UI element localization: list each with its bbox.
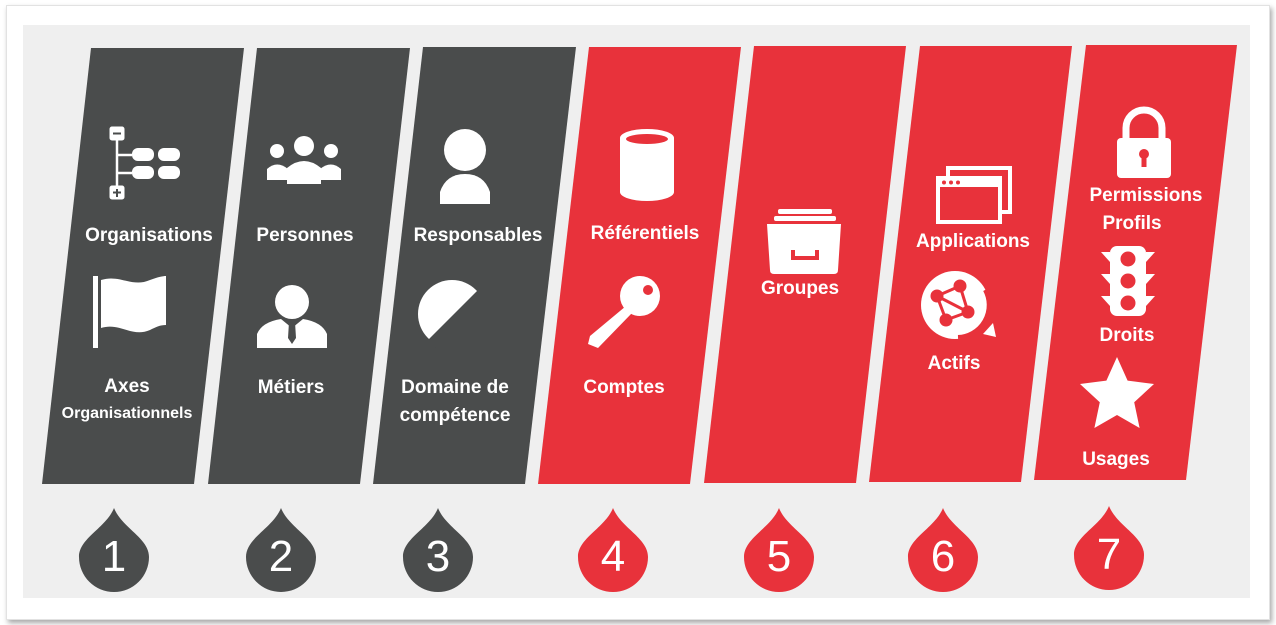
column-7-label-3: Droits <box>1100 325 1155 346</box>
hierarchy-tree-icon <box>109 126 180 200</box>
application-windows-icon <box>936 166 1012 224</box>
step-marker-3: 3 <box>403 508 473 592</box>
key-icon <box>588 276 660 348</box>
database-cylinder-icon <box>620 129 674 201</box>
step-marker-5: 5 <box>744 508 814 592</box>
column-1-label-2: Axes <box>104 376 149 397</box>
column-3-label-3: compétence <box>400 405 511 426</box>
people-group-icon <box>267 136 341 184</box>
column-5-label-1: Groupes <box>761 278 839 299</box>
domain-circle-icon <box>418 280 489 352</box>
step-marker-7: 7 <box>1074 506 1144 590</box>
star-icon <box>1080 357 1154 428</box>
column-4-label-2: Comptes <box>583 377 664 398</box>
step-number-4: 4 <box>601 532 625 581</box>
column-3-label-2: Domaine de <box>401 377 509 398</box>
step-number-3: 3 <box>426 532 450 581</box>
column-2-label-2: Métiers <box>258 377 325 398</box>
column-6-label-1: Applications <box>916 231 1030 252</box>
card-file-box-icon <box>767 209 841 274</box>
step-marker-4: 4 <box>578 508 648 592</box>
column-1-label-1: Organisations <box>85 225 213 246</box>
step-marker-6: 6 <box>908 508 978 592</box>
column-7-label-2: Profils <box>1102 213 1161 234</box>
column-4-label-1: Référentiels <box>591 223 700 244</box>
step-number-2: 2 <box>269 532 293 581</box>
column-2-label-1: Personnes <box>256 225 353 246</box>
person-icon <box>440 129 490 204</box>
step-number-1: 1 <box>102 532 126 581</box>
column-7-label-1: Permissions <box>1090 185 1203 206</box>
padlock-icon <box>1117 106 1171 178</box>
column-7-label-4: Usages <box>1082 449 1150 470</box>
step-number-5: 5 <box>767 532 791 581</box>
column-3-label-1: Responsables <box>414 225 543 246</box>
column-3-band <box>373 47 576 484</box>
flag-icon <box>93 276 166 348</box>
step-marker-1: 1 <box>79 508 149 592</box>
traffic-light-icon <box>1101 246 1155 316</box>
column-6-label-2: Actifs <box>928 353 981 374</box>
column-1-band <box>42 48 244 484</box>
column-4-band <box>538 47 741 484</box>
network-globe-icon <box>921 271 996 339</box>
business-person-icon <box>257 285 327 348</box>
column-6-band <box>869 46 1072 482</box>
column-2-band <box>208 48 410 484</box>
step-marker-2: 2 <box>246 508 316 592</box>
step-number-6: 6 <box>931 532 955 581</box>
step-number-7: 7 <box>1097 530 1121 579</box>
column-1-label-3: Organisationnels <box>62 405 193 422</box>
